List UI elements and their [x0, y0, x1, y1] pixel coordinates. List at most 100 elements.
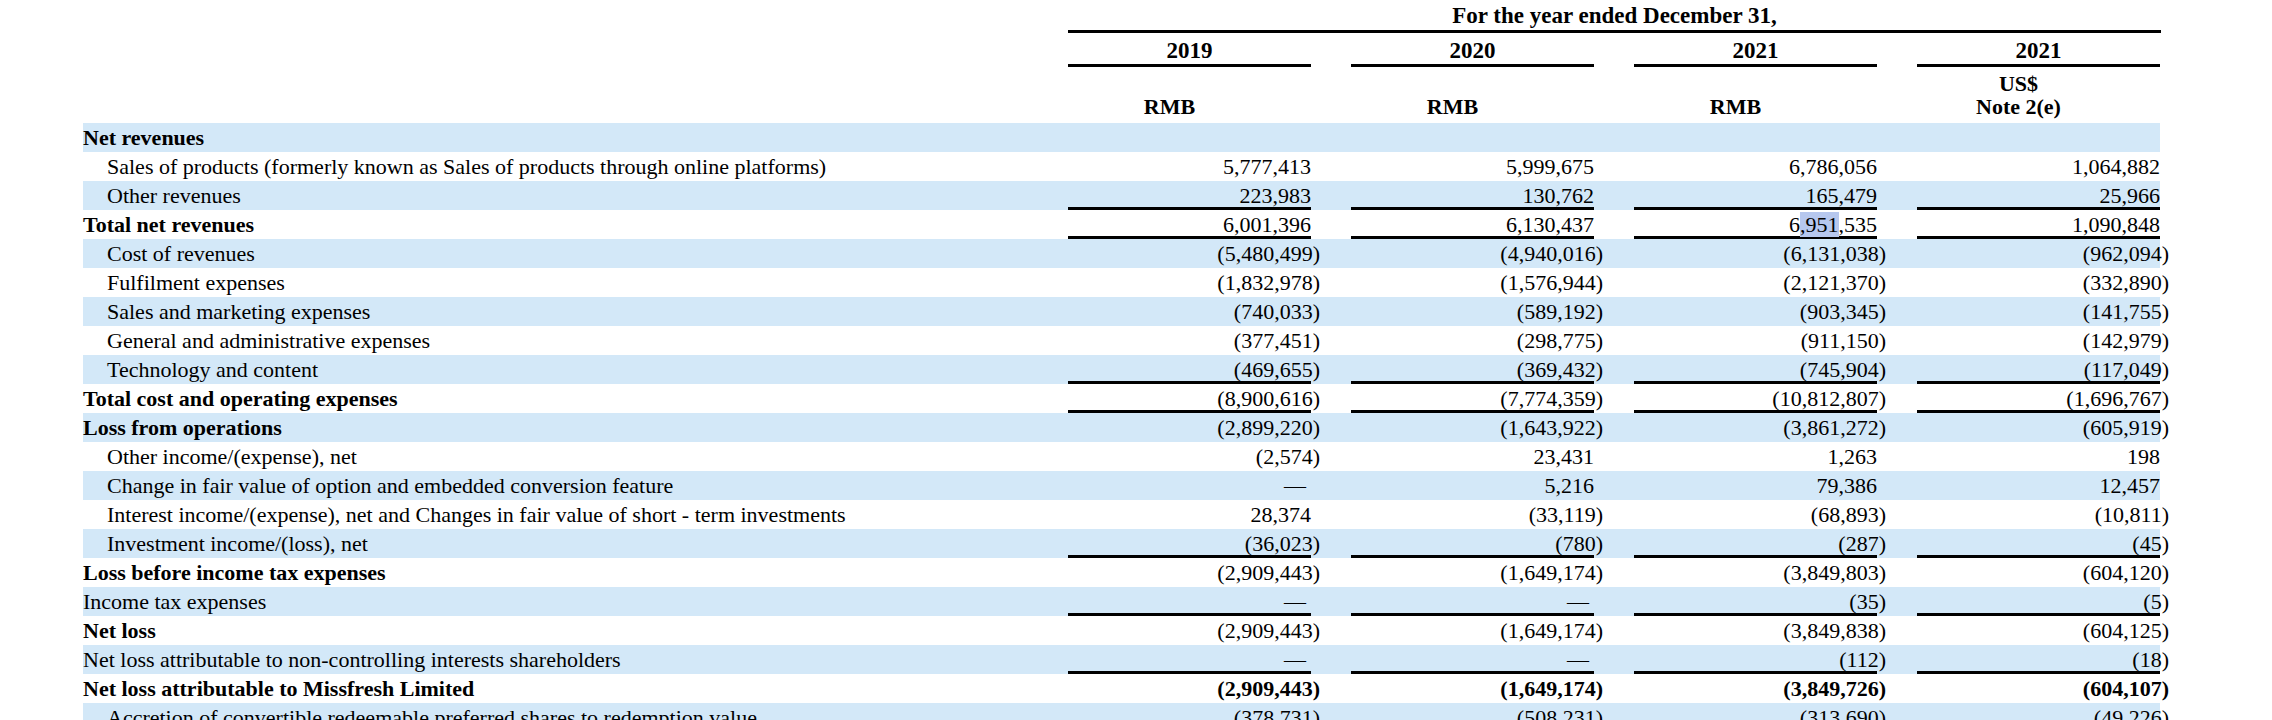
- value-cell: (1,649,174): [1311, 558, 1594, 587]
- row-label: Sales of products (formerly known as Sal…: [83, 152, 1028, 181]
- currency-header: RMB: [1311, 95, 1594, 118]
- year-header: 2021: [1634, 40, 1877, 67]
- value-text: (2,899,220): [1217, 415, 1320, 440]
- value-cell: (142,979): [1877, 326, 2160, 355]
- value-text: —: [1284, 473, 1306, 498]
- value-segment: (604,120): [1917, 558, 2160, 587]
- value-text: —: [1284, 589, 1306, 614]
- value-segment: 6,130,437: [1351, 210, 1594, 239]
- row-label: Investment income/(loss), net: [83, 529, 1028, 558]
- row-label: Cost of revenues: [83, 239, 1028, 268]
- value-segment: 23,431: [1351, 442, 1594, 471]
- currency-label: RMB: [1028, 95, 1311, 118]
- table-row: Net revenues: [83, 123, 2160, 152]
- value-text: —: [1567, 647, 1589, 672]
- value-segment: (3,861,272): [1634, 413, 1877, 442]
- year-header: 2019: [1068, 40, 1311, 67]
- value-text: (298,775): [1517, 328, 1603, 353]
- value-cell: (605,919): [1877, 413, 2160, 442]
- value-cell: (112): [1594, 645, 1877, 674]
- value-segment: 1,090,848: [1917, 210, 2160, 239]
- value-cell: 165,479: [1594, 181, 1877, 210]
- value-segment: (2,909,443): [1068, 616, 1311, 645]
- value-segment: (1,649,174): [1351, 674, 1594, 703]
- value-text: (117,049): [2084, 357, 2169, 382]
- currency-label: RMB: [1311, 95, 1594, 118]
- value-cell: (287): [1594, 529, 1877, 558]
- value-text: (36,023): [1245, 531, 1320, 556]
- value-text: (1,643,922): [1500, 415, 1603, 440]
- value-segment: (378,731): [1068, 703, 1311, 720]
- value-segment: —: [1351, 587, 1594, 616]
- value-text: (49,226): [2094, 705, 2169, 720]
- value-segment: [1351, 123, 1594, 152]
- value-text: (5,480,499): [1217, 241, 1320, 266]
- value-cell: (740,033): [1028, 297, 1311, 326]
- value-segment: (911,150): [1634, 326, 1877, 355]
- value-cell: 6,001,396: [1028, 210, 1311, 239]
- value-cell: (3,861,272): [1594, 413, 1877, 442]
- table-row: Loss from operations(2,899,220)(1,643,92…: [83, 413, 2160, 442]
- period-header: For the year ended December 31,: [1068, 2, 2161, 33]
- value-text: (5): [2143, 589, 2169, 614]
- value-text: 5,777,413: [1223, 154, 1311, 179]
- value-cell: (604,125): [1877, 616, 2160, 645]
- value-text: 6,001,396: [1223, 212, 1311, 237]
- value-segment: (469,655): [1068, 355, 1311, 384]
- value-segment: 165,479: [1634, 181, 1877, 210]
- value-segment: 130,762: [1351, 181, 1594, 210]
- value-segment: (508,231): [1351, 703, 1594, 720]
- row-label: Sales and marketing expenses: [83, 297, 1028, 326]
- row-label: Net loss attributable to Missfresh Limit…: [83, 674, 1028, 703]
- row-label: Net loss attributable to non-controlling…: [83, 645, 1028, 674]
- value-segment: (604,107): [1917, 674, 2160, 703]
- value-segment: (1,832,978): [1068, 268, 1311, 297]
- row-label: Total cost and operating expenses: [83, 384, 1028, 413]
- value-text: (142,979): [2083, 328, 2169, 353]
- value-segment: (2,909,443): [1068, 674, 1311, 703]
- value-segment: 1,064,882: [1917, 152, 2160, 181]
- year-header-cell: 2021: [1594, 40, 1877, 67]
- row-label: Other income/(expense), net: [83, 442, 1028, 471]
- value-cell: (377,451): [1028, 326, 1311, 355]
- value-segment: —: [1351, 645, 1594, 674]
- value-text: 5,999,675: [1506, 154, 1594, 179]
- table-row: Other income/(expense), net(2,574)23,431…: [83, 442, 2160, 471]
- value-text: (378,731): [1234, 705, 1320, 720]
- value-segment: (68,893): [1634, 500, 1877, 529]
- value-text: (4,940,016): [1500, 241, 1603, 266]
- value-text: (2,909,443): [1217, 618, 1320, 643]
- value-text: —: [1567, 589, 1589, 614]
- value-text: 165,479: [1806, 183, 1878, 208]
- value-text: (313,690): [1800, 705, 1886, 720]
- value-text: (6,131,038): [1783, 241, 1886, 266]
- year-header: 2021: [1917, 40, 2160, 67]
- value-text: (740,033): [1234, 299, 1320, 324]
- table-row: Other revenues223,983130,762165,47925,96…: [83, 181, 2160, 210]
- year-header-cell: 2020: [1311, 40, 1594, 67]
- financial-statement-page: For the year ended December 31, 2019 2020…: [0, 0, 2272, 720]
- value-cell: (6,131,038): [1594, 239, 1877, 268]
- row-label: Net loss: [83, 616, 1028, 645]
- value-segment: (962,094): [1917, 239, 2160, 268]
- value-segment: —: [1068, 587, 1311, 616]
- value-cell: 6,130,437: [1311, 210, 1594, 239]
- table-row: Net loss attributable to Missfresh Limit…: [83, 674, 2160, 703]
- value-cell: (2,899,220): [1028, 413, 1311, 442]
- year-header: 2020: [1351, 40, 1594, 67]
- value-text: (604,107): [2083, 676, 2169, 701]
- table-row: General and administrative expenses(377,…: [83, 326, 2160, 355]
- row-label: Technology and content: [83, 355, 1028, 384]
- value-segment: (36,023): [1068, 529, 1311, 558]
- value-text: (1,649,174): [1500, 618, 1603, 643]
- value-cell: 6,786,056: [1594, 152, 1877, 181]
- value-text: (1,696,767): [2066, 386, 2169, 411]
- value-cell: (2,121,370): [1594, 268, 1877, 297]
- row-label: Fulfilment expenses: [83, 268, 1028, 297]
- value-segment: 5,216: [1351, 471, 1594, 500]
- currency-header: US$Note 2(e): [1877, 72, 2160, 118]
- value-segment: —: [1068, 471, 1311, 500]
- value-segment: 6,951,535: [1634, 210, 1877, 239]
- value-segment: (1,649,174): [1351, 558, 1594, 587]
- row-label: Loss before income tax expenses: [83, 558, 1028, 587]
